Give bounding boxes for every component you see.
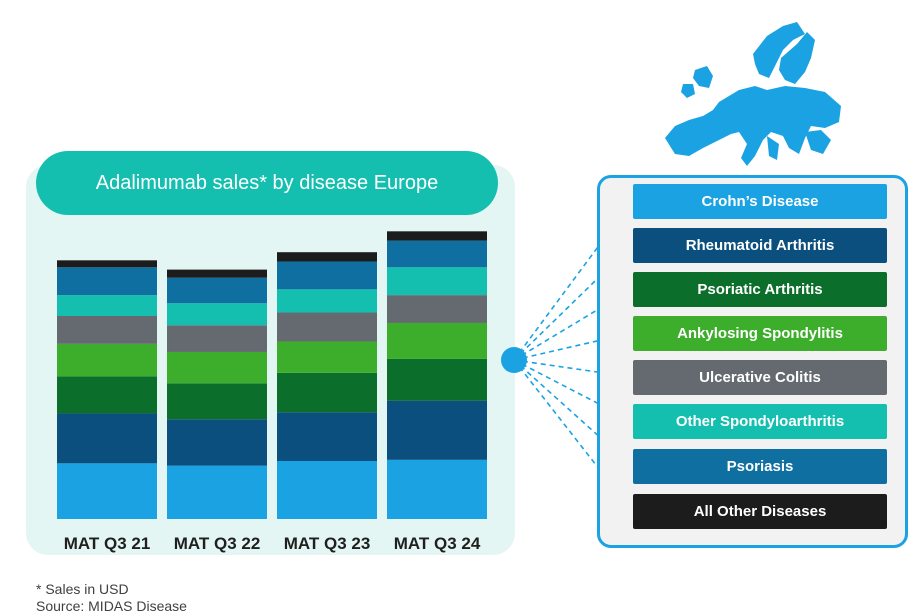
bar-segment-3-4 — [277, 341, 377, 373]
x-tick-label: MAT Q3 21 — [64, 534, 151, 553]
legend-item: Psoriasis — [633, 449, 887, 484]
x-tick-label: MAT Q3 24 — [394, 534, 481, 553]
bar-segment-2-6 — [167, 303, 267, 326]
bar-segment-1-1 — [57, 463, 157, 519]
bar-segment-3-5 — [277, 312, 377, 342]
connector-hub-dot — [501, 347, 527, 373]
bar-segment-4-2 — [387, 400, 487, 460]
bar-segment-2-3 — [167, 383, 267, 420]
footnote-source: Source: MIDAS Disease — [36, 598, 187, 614]
bar-segment-3-6 — [277, 289, 377, 313]
bar-segment-2-8 — [167, 269, 267, 278]
x-tick-label: MAT Q3 22 — [174, 534, 261, 553]
connector-line — [513, 359, 633, 512]
bar-segment-2-7 — [167, 277, 267, 304]
chart-title: Adalimumab sales* by disease Europe — [36, 151, 498, 215]
bar-segment-1-7 — [57, 267, 157, 296]
bar-segment-4-3 — [387, 358, 487, 401]
bar-segment-2-5 — [167, 325, 267, 352]
bar-segment-4-5 — [387, 295, 487, 323]
bar-segment-4-6 — [387, 267, 487, 296]
connector-line — [513, 288, 633, 361]
bar-segment-4-1 — [387, 459, 487, 519]
bar-segment-4-7 — [387, 240, 487, 268]
bar-segment-1-2 — [57, 413, 157, 464]
bar-segment-2-4 — [167, 351, 267, 384]
bar-segment-1-5 — [57, 316, 157, 344]
europe-map-icon — [665, 22, 841, 166]
legend-item: Ulcerative Colitis — [633, 360, 887, 395]
bar-segment-2-1 — [167, 465, 267, 519]
legend-item: All Other Diseases — [633, 494, 887, 529]
legend-item: Ankylosing Spondylitis — [633, 316, 887, 351]
legend-item: Rheumatoid Arthritis — [633, 228, 887, 263]
bar-segment-3-7 — [277, 261, 377, 290]
bar-segment-1-8 — [57, 260, 157, 268]
bar-segment-2-2 — [167, 419, 267, 466]
bar-segment-4-8 — [387, 231, 487, 241]
bar-segment-3-1 — [277, 461, 377, 519]
x-tick-label: MAT Q3 23 — [284, 534, 371, 553]
bar-segment-3-2 — [277, 412, 377, 461]
bar-segment-1-3 — [57, 376, 157, 414]
footnote-currency: * Sales in USD — [36, 581, 129, 597]
legend-item: Crohn’s Disease — [633, 184, 887, 219]
bar-segment-3-3 — [277, 372, 377, 413]
bar-segment-4-4 — [387, 322, 487, 359]
legend-item: Psoriatic Arthritis — [633, 272, 887, 307]
bar-segment-1-6 — [57, 295, 157, 316]
bar-segment-3-8 — [277, 252, 377, 262]
bar-segment-1-4 — [57, 343, 157, 377]
legend-item: Other Spondyloarthritis — [633, 404, 887, 439]
